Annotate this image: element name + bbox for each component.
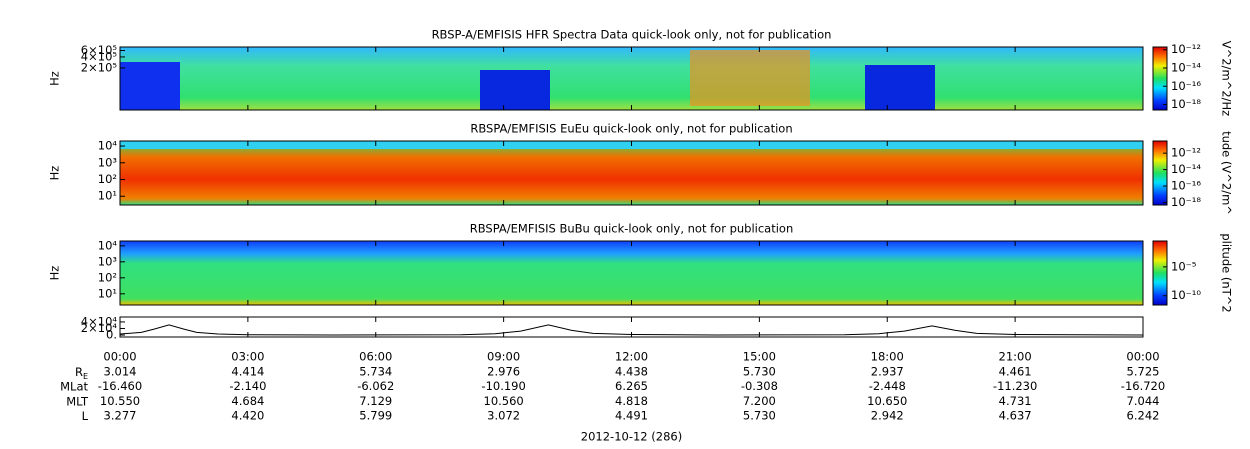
ephemeris-value: 4.414: [231, 365, 264, 379]
ephemeris-value: 2.937: [871, 365, 904, 379]
colorbar-tick-label: 10⁻¹⁶: [1171, 179, 1201, 193]
ephemeris-value: -2.140: [229, 379, 266, 393]
ephemeris-value: 3.014: [104, 365, 137, 379]
ephemeris-value: 5.730: [743, 365, 776, 379]
y-tick-label: 6×10⁵: [81, 43, 118, 57]
ephemeris-value: 4.818: [615, 394, 648, 408]
panel-title: RBSP-A/EMFISIS HFR Spectra Data quick-lo…: [432, 28, 832, 42]
ephemeris-value: 4.731: [999, 394, 1032, 408]
colorbar: [1152, 140, 1168, 206]
ephemeris-label: RE: [75, 365, 88, 381]
y-tick-label: 10⁴: [98, 139, 118, 153]
ephemeris-value: 10.560: [484, 394, 524, 408]
colorbar-tick-label: 10⁻¹²: [1171, 42, 1201, 56]
panel-frame: [119, 140, 1144, 206]
colorbar-tick-label: 10⁻¹⁴: [1171, 61, 1201, 75]
x-tick-label: 18:00: [871, 350, 904, 364]
colorbar-label: tude (V^2/m^: [1220, 131, 1234, 215]
ephemeris-value: 4.438: [615, 365, 648, 379]
ephemeris-value: 7.044: [1127, 394, 1160, 408]
ephemeris-value: 10.550: [100, 394, 140, 408]
ephemeris-value: -16.460: [98, 379, 142, 393]
x-tick-label: 00:00: [1126, 350, 1159, 364]
ephemeris-value: 4.491: [615, 409, 648, 423]
ephemeris-label-text: MLT: [66, 394, 89, 408]
y-axis-label: Hz: [48, 166, 62, 181]
y-tick-label: 2×10⁵: [81, 60, 118, 74]
ephemeris-value: -16.720: [1121, 379, 1165, 393]
colorbar: [1152, 46, 1168, 111]
ephemeris-value: 10.650: [867, 394, 907, 408]
y-tick-label: 10³: [98, 254, 118, 268]
ephemeris-value: 5.734: [359, 365, 392, 379]
ephemeris-value: 6.242: [1127, 409, 1160, 423]
date-label: 2012-10-12 (286): [581, 430, 682, 444]
y-tick-label: 4×10⁴: [81, 314, 118, 328]
y-tick-label: 0.: [106, 328, 117, 342]
panel-title: RBSPA/EMFISIS EuEu quick-look only, not …: [470, 122, 792, 136]
ephemeris-value: 5.725: [1127, 365, 1160, 379]
ephemeris-value: 7.129: [359, 394, 392, 408]
ephemeris-value: 3.072: [487, 409, 520, 423]
colorbar-label: V^2/m^2/Hz: [1220, 41, 1234, 116]
panel-title: RBSPA/EMFISIS BuBu quick-look only, not …: [470, 222, 794, 236]
y-tick-label: 4×10⁵: [81, 49, 118, 63]
ephemeris-label-text: R: [75, 365, 83, 379]
y-tick-label: 10¹: [98, 189, 117, 203]
x-tick-label: 00:00: [103, 350, 136, 364]
colorbar-tick-label: 10⁻⁵: [1171, 259, 1197, 273]
colorbar: [1152, 240, 1168, 306]
colorbar-tick-label: 10⁻¹⁰: [1171, 288, 1201, 302]
y-axis-label: Hz: [48, 71, 62, 86]
ephemeris-value: 2.942: [871, 409, 904, 423]
y-tick-label: 10⁴: [98, 238, 118, 252]
ephemeris-value: 4.684: [231, 394, 264, 408]
ephemeris-label: MLT: [66, 394, 89, 408]
ephemeris-label-text: MLat: [60, 379, 88, 393]
y-tick-label: 10¹: [98, 286, 117, 300]
ephemeris-value: 4.420: [231, 409, 264, 423]
x-tick-label: 03:00: [231, 350, 264, 364]
ephemeris-value: -10.190: [481, 379, 525, 393]
x-tick-label: 12:00: [615, 350, 648, 364]
x-tick-label: 06:00: [359, 350, 392, 364]
colorbar-tick-label: 10⁻¹⁶: [1171, 79, 1201, 93]
colorbar-tick-label: 10⁻¹⁸: [1171, 195, 1201, 209]
x-tick-label: 21:00: [999, 350, 1032, 364]
spectrogram-image: [120, 47, 1143, 305]
ephemeris-value: 6.265: [615, 379, 648, 393]
y-tick-label: 10²: [98, 172, 117, 186]
colorbar-tick-label: 10⁻¹⁸: [1171, 97, 1201, 111]
ephemeris-label: L: [82, 409, 89, 423]
ephemeris-value: -0.308: [741, 379, 778, 393]
y-axis-label: Hz: [48, 266, 62, 281]
data-line: [119, 324, 1144, 336]
panel-frame: [119, 316, 1144, 338]
colorbar-label: plitude (nT^2: [1220, 233, 1234, 312]
ephemeris-value: -11.230: [993, 379, 1037, 393]
ephemeris-value: 7.200: [743, 394, 776, 408]
ephemeris-label-sub: E: [83, 372, 88, 381]
ephemeris-value: 3.277: [104, 409, 137, 423]
colorbar-tick-label: 10⁻¹⁴: [1171, 162, 1201, 176]
x-tick-label: 09:00: [487, 350, 520, 364]
ephemeris-label: MLat: [60, 379, 88, 393]
y-tick-label: 10³: [98, 155, 118, 169]
ephemeris-value: 5.799: [359, 409, 392, 423]
ephemeris-value: -6.062: [357, 379, 394, 393]
ephemeris-value: 2.976: [487, 365, 520, 379]
colorbar-tick-label: 10⁻¹²: [1171, 146, 1201, 160]
panel-frame: [119, 240, 1144, 306]
x-tick-label: 15:00: [743, 350, 776, 364]
ephemeris-value: -2.448: [869, 379, 906, 393]
panel-frame: [119, 46, 1144, 111]
y-tick-label: 2×10⁴: [81, 321, 118, 335]
y-tick-label: 10²: [98, 270, 117, 284]
ephemeris-value: 5.730: [743, 409, 776, 423]
ephemeris-value: 4.637: [999, 409, 1032, 423]
ephemeris-label-text: L: [82, 409, 89, 423]
ephemeris-value: 4.461: [999, 365, 1032, 379]
plot-layer: RBSP-A/EMFISIS HFR Spectra Data quick-lo…: [48, 28, 1234, 444]
